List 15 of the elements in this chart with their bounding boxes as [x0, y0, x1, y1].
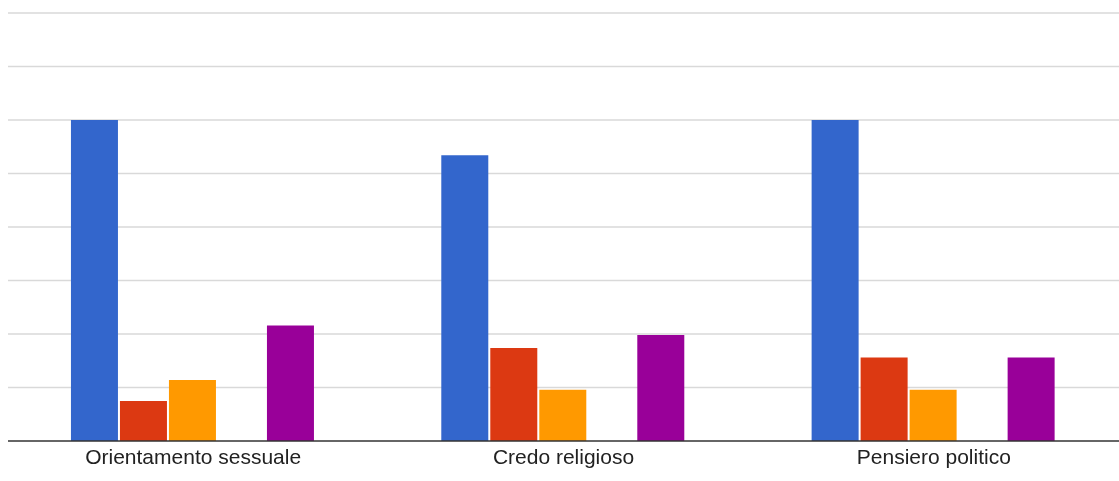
bar — [1007, 357, 1055, 441]
x-tick-label: Pensiero politico — [856, 444, 1011, 468]
x-tick-label: Credo religioso — [492, 444, 635, 468]
x-tick-label: Orientamento sessuale — [85, 444, 302, 468]
bar — [490, 347, 538, 441]
bar — [119, 400, 167, 441]
bar — [168, 380, 216, 441]
bar — [909, 389, 957, 441]
bar — [637, 335, 685, 441]
bar — [70, 120, 118, 441]
bar — [811, 120, 859, 441]
bar — [441, 155, 489, 441]
bar — [860, 357, 908, 441]
bar — [266, 325, 314, 441]
bar — [539, 389, 587, 441]
